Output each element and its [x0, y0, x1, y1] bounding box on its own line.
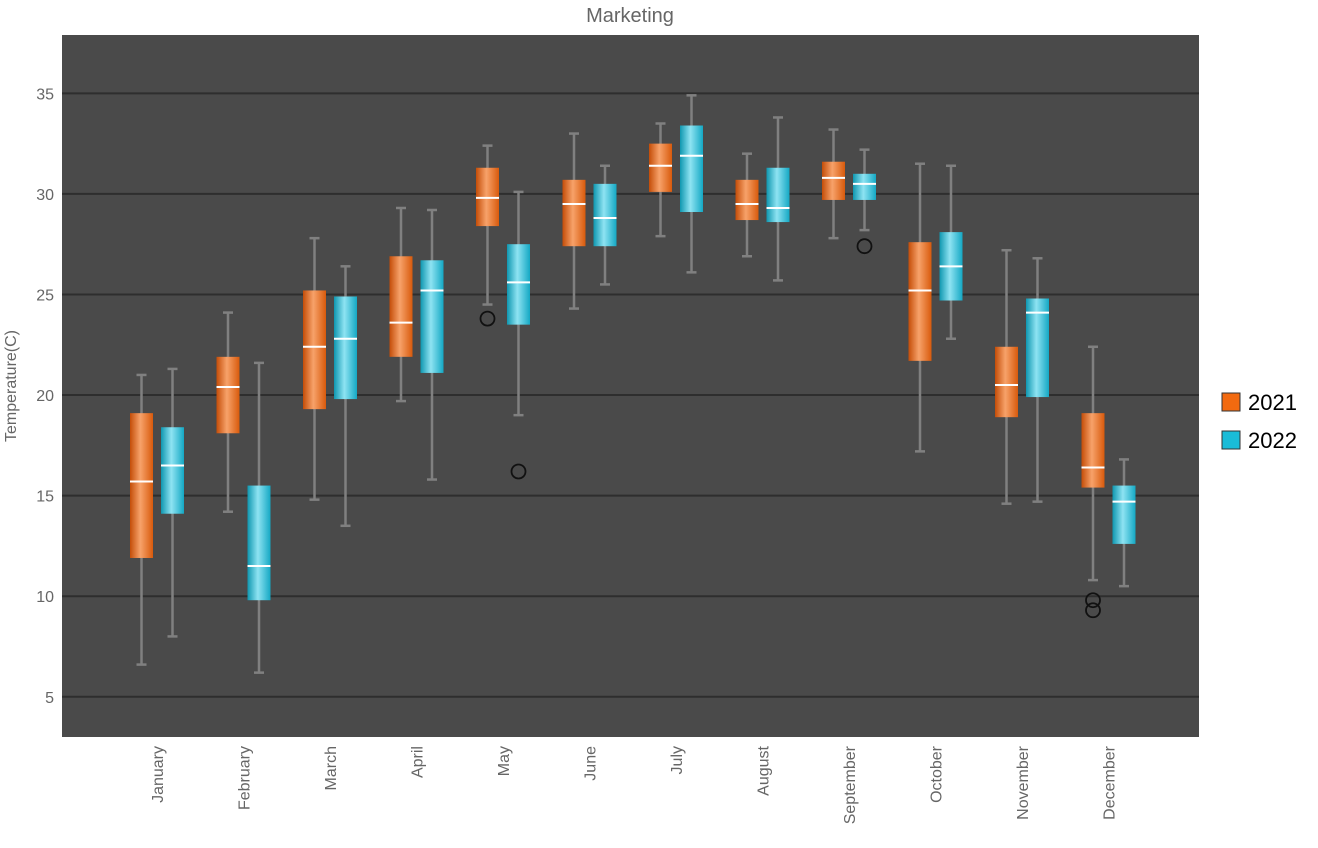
outlier-point — [510, 463, 527, 480]
outlier-point — [479, 310, 496, 327]
x-tick-label: January — [150, 746, 167, 803]
box-body — [130, 413, 153, 558]
box-2021-september — [822, 128, 845, 240]
x-tick-label: October — [929, 745, 946, 803]
y-tick-label: 30 — [36, 187, 54, 204]
y-axis-label: Temperature(C) — [3, 330, 20, 442]
y-tick-label: 10 — [36, 589, 54, 606]
box-body — [822, 161, 845, 200]
y-tick-label: 20 — [36, 388, 54, 405]
y-tick-label: 15 — [36, 489, 54, 506]
box-2021-february — [216, 311, 240, 513]
legend-item-2021: 2021 — [1221, 390, 1297, 415]
x-tick-label: May — [496, 746, 513, 776]
box-2022-september — [853, 148, 876, 255]
y-axis: 5 10 15 20 25 30 35 — [36, 86, 54, 706]
box-body — [908, 242, 932, 361]
x-tick-label: December — [1102, 745, 1119, 819]
box-2022-july — [680, 94, 703, 274]
box-body — [649, 143, 672, 192]
chart-title: Marketing — [586, 5, 674, 27]
outlier-point — [1085, 592, 1101, 609]
x-tick-label: June — [583, 746, 600, 781]
box-2022-august — [766, 116, 790, 282]
box-2021-january — [130, 373, 153, 666]
box-body — [1026, 298, 1049, 398]
box-body — [507, 244, 530, 325]
box-body — [161, 427, 184, 514]
box-body — [420, 260, 444, 373]
box-2022-october — [939, 164, 963, 340]
x-tick-label: August — [756, 745, 773, 795]
boxes — [130, 94, 1136, 674]
x-tick-label: April — [410, 746, 427, 778]
box-body — [216, 356, 240, 434]
box-body — [389, 256, 413, 357]
box-2022-december — [1112, 458, 1136, 588]
legend-swatch-2021 — [1221, 392, 1241, 412]
box-body — [995, 346, 1018, 418]
box-2021-december — [1081, 345, 1105, 619]
box-2022-april — [420, 208, 444, 481]
y-tick-label: 25 — [36, 287, 54, 304]
x-tick-label: March — [323, 746, 340, 790]
x-axis: January February March April May June July Augu… — [150, 745, 1119, 824]
box-2022-march — [334, 265, 357, 528]
box-body — [1112, 485, 1136, 544]
outlier-point — [1085, 602, 1101, 619]
x-tick-label: July — [669, 746, 686, 774]
x-tick-label: September — [842, 745, 859, 824]
box-2021-november — [995, 248, 1018, 505]
legend-item-2022: 2022 — [1221, 428, 1297, 453]
y-tick-label: 35 — [36, 86, 54, 103]
box-body — [334, 296, 357, 400]
legend-swatch-2022 — [1221, 430, 1241, 450]
box-body — [303, 290, 326, 410]
box-body — [562, 179, 586, 247]
box-2021-june — [562, 132, 586, 310]
box-body — [735, 179, 759, 221]
box-2021-august — [735, 152, 759, 258]
box-2022-february — [247, 361, 271, 674]
box-body — [680, 125, 703, 213]
x-tick-label: February — [237, 746, 254, 810]
box-body — [593, 183, 617, 247]
box-2022-january — [161, 367, 184, 638]
y-tick-label: 5 — [45, 690, 54, 707]
x-tick-label: November — [1015, 745, 1032, 819]
box-body — [853, 173, 876, 200]
box-body — [1081, 413, 1105, 488]
box-2022-june — [593, 164, 617, 286]
box-2021-july — [649, 122, 672, 238]
box-2022-may — [507, 190, 530, 480]
box-2021-may — [476, 144, 499, 327]
box-body — [766, 167, 790, 223]
legend: 2021 2022 — [1221, 390, 1297, 453]
box-2021-april — [389, 206, 413, 403]
outlier-point — [856, 238, 873, 255]
legend-label-2021: 2021 — [1248, 390, 1297, 415]
box-body — [476, 167, 499, 227]
box-body — [247, 485, 271, 601]
box-2022-november — [1026, 257, 1049, 503]
box-2021-march — [303, 236, 326, 501]
legend-label-2022: 2022 — [1248, 428, 1297, 453]
box-2021-october — [908, 162, 932, 453]
